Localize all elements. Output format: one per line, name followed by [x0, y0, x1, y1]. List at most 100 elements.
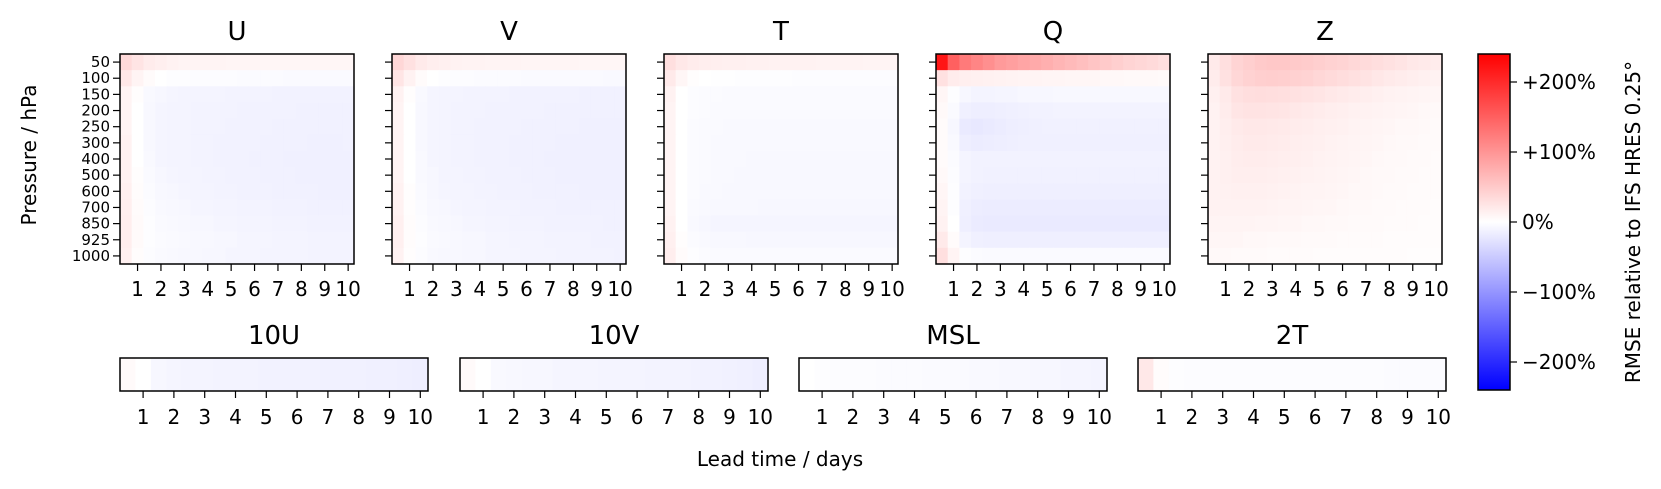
heatmap-cell	[462, 150, 475, 168]
heatmap-cell	[1254, 134, 1268, 152]
heatmap-cell	[971, 86, 984, 104]
heatmap-cell	[1064, 118, 1077, 136]
heatmap-cell	[544, 199, 557, 217]
heatmap-cell	[1099, 102, 1113, 120]
x-tick-label: 6	[1064, 277, 1077, 301]
heatmap-cell	[497, 86, 510, 104]
heatmap-cell	[947, 247, 960, 265]
heatmap-cell	[1360, 167, 1373, 184]
heatmap-cell	[664, 102, 677, 120]
heatmap-cell	[1254, 150, 1268, 168]
heatmap-cell	[614, 54, 627, 71]
x-tick-label: 5	[769, 277, 782, 301]
heatmap-cell	[1430, 150, 1443, 168]
heatmap-cell	[687, 231, 700, 249]
heatmap-cell	[769, 70, 782, 87]
heatmap-cell	[1278, 183, 1291, 200]
heatmap-cell	[781, 150, 794, 168]
heatmap-cell	[1313, 86, 1326, 104]
y-tick-label: 925	[81, 231, 110, 249]
heatmap-cell	[1348, 102, 1361, 120]
heatmap-cell	[342, 70, 355, 87]
heatmap-cell	[131, 199, 144, 217]
heatmap-cell	[248, 231, 261, 249]
heatmap-cell	[520, 134, 533, 152]
x-tick-label: 5	[600, 405, 613, 429]
heatmap-cell	[190, 150, 203, 168]
heatmap-cell	[143, 199, 156, 217]
heatmap-cell	[1041, 86, 1054, 104]
heatmap-cell	[814, 358, 831, 391]
heatmap-cell	[1158, 86, 1171, 104]
x-tick-label: 1	[137, 405, 150, 429]
heatmap-cell	[1076, 231, 1089, 249]
heatmap-cell	[1146, 102, 1159, 120]
heatmap-cell	[392, 199, 405, 217]
heatmap-cell	[403, 70, 416, 87]
heatmap-cell	[1017, 54, 1031, 71]
heatmap-cell	[982, 134, 996, 152]
heatmap-cell	[272, 118, 285, 136]
heatmap-cell	[660, 358, 677, 391]
heatmap-cell	[143, 70, 156, 87]
heatmap-cell	[190, 118, 203, 136]
heatmap-cell	[131, 118, 144, 136]
heatmap-cell	[520, 167, 533, 184]
heatmap-cell	[994, 247, 1007, 265]
x-tick-label: 6	[1336, 277, 1349, 301]
heatmap-cell	[1313, 167, 1326, 184]
x-tick-label: 9	[862, 277, 875, 301]
heatmap-cell	[1348, 215, 1361, 233]
heatmap-cell	[1292, 358, 1308, 391]
colorbar-gradient	[1477, 53, 1511, 391]
heatmap-cell	[1208, 150, 1221, 168]
heatmap-cell	[1208, 183, 1221, 200]
heatmap-cell	[1158, 167, 1171, 184]
heatmap-cell	[602, 167, 615, 184]
heatmap-cell	[827, 247, 841, 265]
heatmap-cell	[1278, 70, 1291, 87]
heatmap-cell	[1430, 86, 1443, 104]
heatmap-cell	[1336, 54, 1349, 71]
heatmap-cell	[769, 199, 782, 217]
x-tick-label: 3	[198, 405, 211, 429]
heatmap-cell	[330, 86, 343, 104]
heatmap-cell	[330, 54, 343, 71]
heatmap-cell	[295, 183, 308, 200]
heatmap-cell	[664, 199, 677, 217]
heatmap-cell	[120, 231, 133, 249]
heatmap-cell	[283, 134, 297, 152]
heatmap-cell	[520, 199, 533, 217]
heatmap-cell	[213, 102, 226, 120]
x-tick-label: 6	[520, 277, 533, 301]
heatmap-cell	[237, 134, 250, 152]
heatmap-cell	[1123, 167, 1136, 184]
heatmap-cell	[1383, 134, 1396, 152]
heatmap-cell	[1099, 247, 1113, 265]
heatmap-cell	[1111, 247, 1124, 265]
heatmap-cell	[1146, 70, 1159, 87]
heatmap-cell	[131, 150, 144, 168]
heatmap-cell	[497, 247, 510, 265]
heatmap-cell	[427, 183, 440, 200]
x-tick-label: 9	[1401, 405, 1414, 429]
heatmap-cell	[1278, 86, 1291, 104]
heatmap-cell	[1208, 167, 1221, 184]
heatmap-cell	[1301, 183, 1314, 200]
heatmap-cell	[1254, 118, 1268, 136]
heatmap-cell	[1348, 167, 1361, 184]
heatmap-cell	[1134, 86, 1148, 104]
heatmap-cell	[722, 247, 735, 265]
heatmap-cell	[1289, 247, 1303, 265]
heatmap-cell	[936, 54, 949, 71]
heatmap-cell	[342, 150, 355, 168]
heatmap-cell	[1123, 118, 1136, 136]
heatmap-cell	[851, 102, 864, 120]
panel-frame	[798, 357, 1108, 392]
heatmap-cell	[1041, 247, 1054, 265]
heatmap-cell	[862, 134, 876, 152]
heatmap-cell	[178, 183, 191, 200]
heatmap-cell	[131, 231, 144, 249]
heatmap-cell	[295, 150, 308, 168]
heatmap-cell	[473, 199, 487, 217]
